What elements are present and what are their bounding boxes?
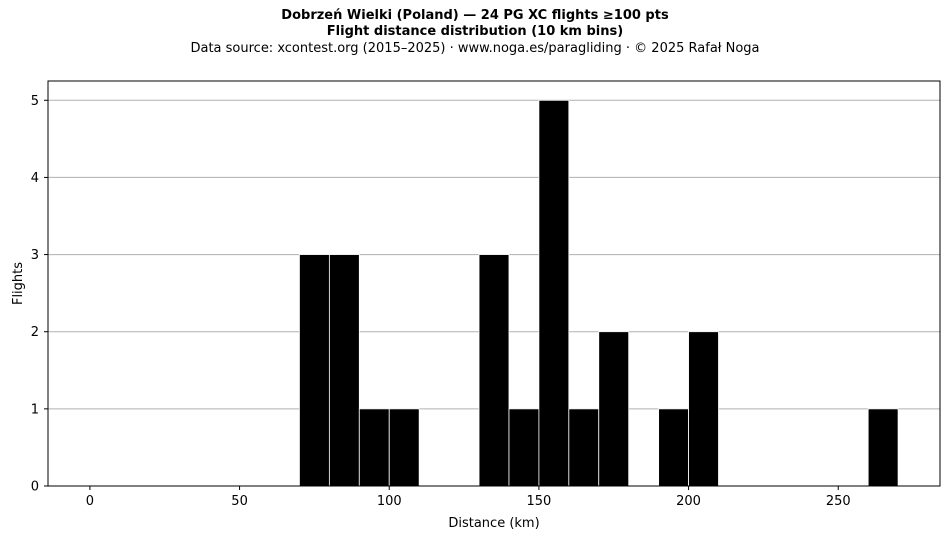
- chart-title: Dobrzeń Wielki (Poland) — 24 PG XC fligh…: [281, 8, 669, 23]
- y-tick-label: 5: [31, 94, 39, 109]
- x-tick-label: 200: [676, 494, 701, 509]
- x-tick-label: 100: [377, 494, 402, 509]
- plot-frame: [47, 80, 941, 487]
- y-tick-label: 0: [31, 480, 39, 495]
- x-tick-label: 50: [231, 494, 248, 509]
- x-tick-label: 250: [826, 494, 851, 509]
- histogram-bar: [358, 408, 390, 487]
- chart-source: Data source: xcontest.org (2015–2025) · …: [190, 41, 760, 56]
- x-tick-label: 150: [526, 494, 551, 509]
- histogram-bar: [658, 408, 689, 487]
- chart-titles: Dobrzeń Wielki (Poland) — 24 PG XC fligh…: [0, 8, 950, 58]
- histogram-bar: [867, 408, 899, 487]
- histogram-bar: [598, 331, 630, 487]
- bars: [299, 99, 899, 487]
- y-axis-ticks: 0 1 2 3 4 5: [31, 94, 48, 495]
- histogram-bar: [328, 254, 360, 487]
- histogram-bar: [508, 408, 540, 487]
- histogram-bar: [568, 408, 600, 487]
- histogram-bar: [388, 408, 420, 487]
- x-tick-label: 0: [86, 494, 94, 509]
- histogram-bar: [299, 254, 330, 487]
- x-axis-ticks: 0 50 100 150 200 250: [86, 486, 851, 509]
- y-tick-label: 2: [31, 325, 39, 340]
- chart-subtitle: Flight distance distribution (10 km bins…: [326, 24, 624, 39]
- x-axis-label: Distance (km): [448, 516, 539, 531]
- y-tick-label: 1: [31, 402, 39, 417]
- y-tick-label: 3: [31, 248, 39, 263]
- histogram-bar: [688, 331, 719, 487]
- y-tick-label: 4: [31, 171, 39, 186]
- histogram-bar: [478, 254, 510, 487]
- histogram-bar: [538, 99, 570, 487]
- y-axis-label: Flights: [11, 262, 26, 305]
